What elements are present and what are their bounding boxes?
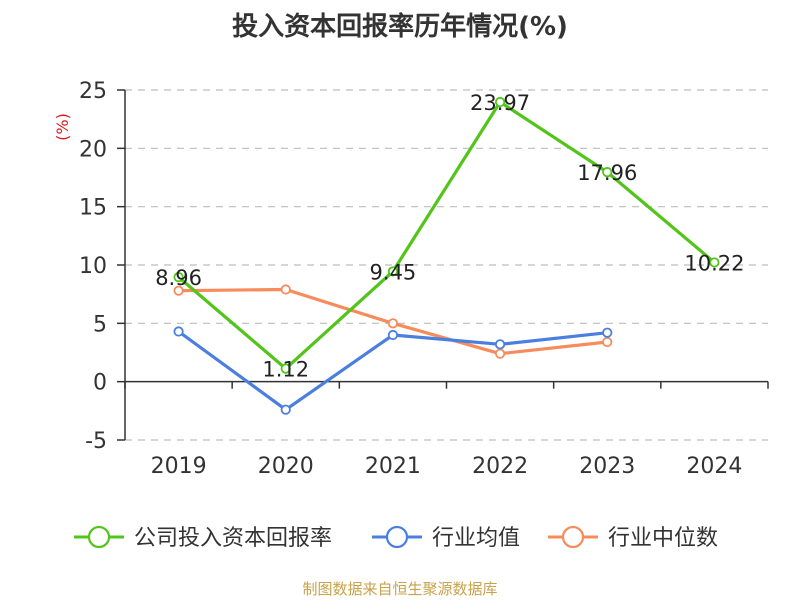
chart-title: 投入资本回报率历年情况(%)	[232, 12, 568, 42]
y-tick-label: 25	[79, 79, 107, 104]
grid-lines	[125, 89, 768, 441]
data-point	[387, 329, 399, 341]
data-label: 17.96	[577, 161, 637, 185]
data-point	[387, 318, 399, 329]
y-tick-label: 5	[93, 312, 107, 337]
data-label: 8.96	[155, 266, 202, 290]
legend-label: 行业中位数	[608, 526, 718, 551]
y-tick-label: 0	[93, 371, 107, 396]
data-point	[602, 327, 613, 338]
series-lines	[173, 96, 720, 415]
data-label: 10.22	[684, 251, 744, 275]
data-label: 23.97	[470, 91, 530, 115]
data-labels: 8.96 1.12 9.45 23.97 17.96 10.22	[155, 91, 744, 382]
data-point	[602, 336, 613, 348]
data-point	[387, 266, 399, 277]
y-tick-label: -5	[85, 429, 107, 454]
legend-marker	[561, 525, 585, 549]
data-point	[602, 167, 613, 178]
legend-label: 公司投入资本回报率	[134, 526, 332, 551]
data-label: 1.12	[262, 358, 309, 382]
x-tick-label: 2024	[686, 454, 742, 479]
source-note: 制图数据来自恒生聚源数据库	[302, 580, 498, 598]
y-tick-label: 15	[79, 196, 107, 221]
data-point	[494, 339, 506, 350]
y-tick-label: 10	[79, 254, 107, 279]
y-tick-label: 20	[79, 137, 107, 162]
y-axis-unit-label: (%)	[53, 113, 72, 141]
data-point	[280, 404, 291, 415]
x-tick-label: 2022	[472, 454, 528, 479]
series-line	[177, 100, 716, 371]
x-tick-label: 2021	[365, 454, 421, 479]
data-point	[494, 348, 506, 359]
x-tick-label: 2023	[579, 454, 635, 479]
legend-label: 行业均值	[432, 526, 520, 551]
data-point	[280, 363, 291, 374]
data-point	[709, 257, 720, 268]
legend-marker	[87, 525, 111, 549]
x-tick-label: 2020	[258, 454, 314, 479]
legend: 公司投入资本回报率 行业均值 行业中位数	[74, 525, 718, 551]
data-point	[173, 272, 184, 283]
series-line	[177, 330, 608, 412]
legend-marker	[385, 525, 409, 549]
data-point	[173, 326, 184, 337]
data-point	[173, 285, 184, 296]
data-point	[494, 96, 506, 108]
data-point	[280, 284, 291, 295]
x-tick-label: 2019	[151, 454, 207, 479]
data-label: 9.45	[370, 260, 417, 284]
axes: 25 20 15 10 5 0 -5 2019 2020 2021 2022 2023 2024 (%)	[53, 79, 769, 479]
